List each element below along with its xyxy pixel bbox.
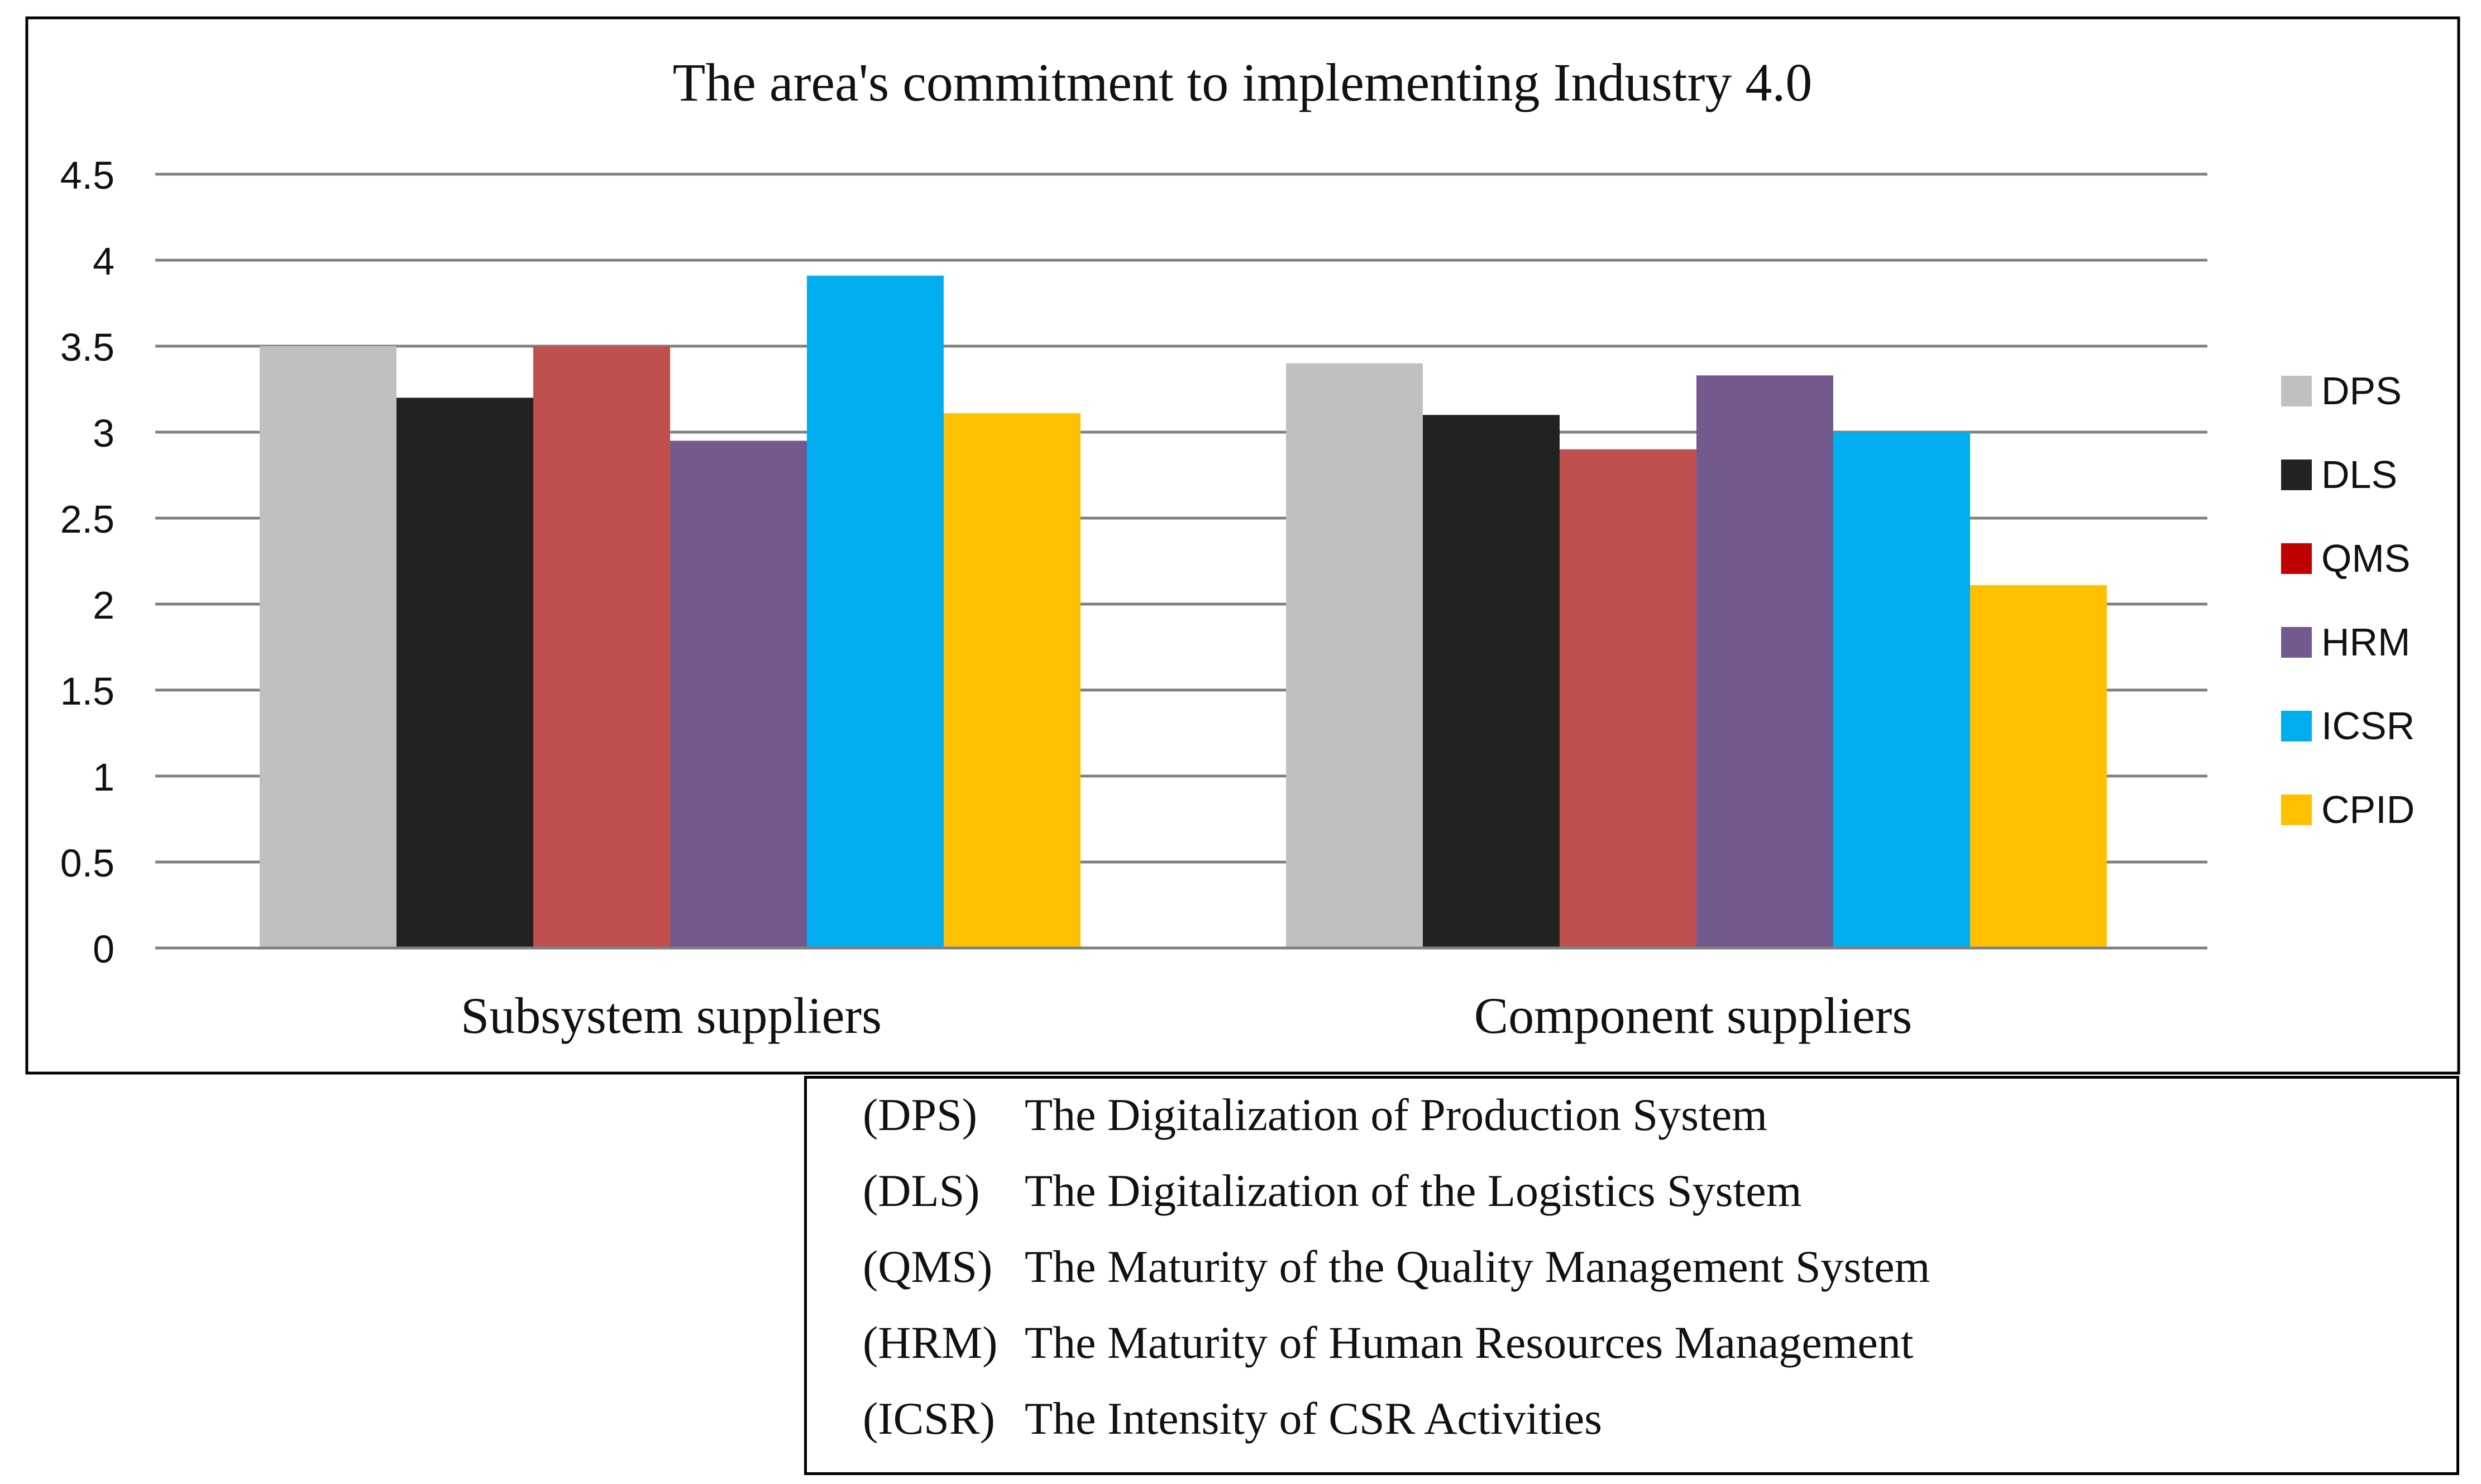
abbreviation-code: (HRM) bbox=[863, 1317, 998, 1368]
abbreviation-text: The Intensity of CSR Activities bbox=[1025, 1393, 1603, 1444]
y-tick-label: 2 bbox=[93, 583, 114, 627]
y-tick-label: 2.5 bbox=[60, 497, 114, 541]
legend-label-dps: DPS bbox=[2321, 369, 2402, 413]
bar-dls-subsystem bbox=[396, 398, 533, 948]
abbreviation-row: (DPS) The Digitalization of Production Sy… bbox=[863, 1084, 1767, 1146]
legend-label-dls: DLS bbox=[2321, 453, 2397, 496]
abbreviation-row: (QMS) The Maturity of the Quality Managem… bbox=[863, 1236, 1930, 1298]
legend-swatch-hrm bbox=[2281, 627, 2312, 658]
y-tick-label: 1.5 bbox=[60, 669, 114, 713]
legend-swatch-dps bbox=[2281, 376, 2312, 406]
y-tick-label: 4 bbox=[93, 240, 114, 283]
abbreviation-row: (DLS) The Digitalization of the Logistics… bbox=[863, 1160, 1801, 1222]
abbreviation-row: (ICSR) The Intensity of CSR Activities bbox=[863, 1388, 1602, 1449]
abbreviation-code: (QMS) bbox=[863, 1241, 993, 1292]
abbreviation-code: (DLS) bbox=[863, 1165, 980, 1216]
bar-hrm-component bbox=[1696, 375, 1833, 948]
abbreviation-text: The Maturity of Human Resources Manageme… bbox=[1025, 1317, 1914, 1368]
category-label: Component suppliers bbox=[1474, 987, 1913, 1044]
legend-swatch-dls bbox=[2281, 459, 2312, 490]
bar-icsr-subsystem bbox=[807, 275, 944, 949]
bar-dps-component bbox=[1286, 363, 1423, 948]
bar-cpid-component bbox=[1970, 585, 2107, 948]
bar-dls-component bbox=[1423, 415, 1560, 948]
legend-label-icsr: ICSR bbox=[2321, 704, 2415, 748]
legend-swatch-qms bbox=[2281, 543, 2312, 574]
bar-dps-subsystem bbox=[260, 346, 396, 948]
abbreviation-box: (DPS) The Digitalization of Production Sy… bbox=[804, 1076, 2459, 1475]
y-tick-label: 0 bbox=[93, 927, 114, 971]
legend-label-cpid: CPID bbox=[2321, 788, 2415, 831]
legend-swatch-cpid bbox=[2281, 794, 2312, 825]
legend-label-qms: QMS bbox=[2321, 537, 2410, 580]
chart-title: The area's commitment to implementing In… bbox=[673, 52, 1813, 112]
y-tick-label: 1 bbox=[93, 755, 114, 799]
y-tick-label: 0.5 bbox=[60, 841, 114, 885]
abbreviation-text: The Digitalization of Production System bbox=[1025, 1089, 1768, 1140]
abbreviation-code: (DPS) bbox=[863, 1089, 978, 1140]
y-tick-label: 3.5 bbox=[60, 325, 114, 369]
abbreviation-row: (HRM) The Maturity of Human Resources Man… bbox=[863, 1312, 1914, 1373]
chart: The area's commitment to implementing In… bbox=[25, 16, 2460, 1075]
legend-swatch-icsr bbox=[2281, 711, 2312, 741]
y-tick-label: 4.5 bbox=[60, 154, 114, 197]
legend-label-hrm: HRM bbox=[2321, 620, 2410, 664]
abbreviation-code: (ICSR) bbox=[863, 1393, 995, 1444]
bar-qms-component bbox=[1560, 449, 1696, 948]
y-tick-label: 3 bbox=[93, 411, 114, 455]
bar-hrm-subsystem bbox=[670, 441, 807, 948]
category-label: Subsystem suppliers bbox=[461, 987, 882, 1044]
bar-icsr-component bbox=[1833, 432, 1970, 948]
abbreviation-text: The Digitalization of the Logistics Syst… bbox=[1025, 1165, 1802, 1216]
bar-cpid-subsystem bbox=[944, 413, 1081, 948]
abbreviation-text: The Maturity of the Quality Management S… bbox=[1025, 1241, 1930, 1292]
bar-qms-subsystem bbox=[533, 346, 670, 948]
